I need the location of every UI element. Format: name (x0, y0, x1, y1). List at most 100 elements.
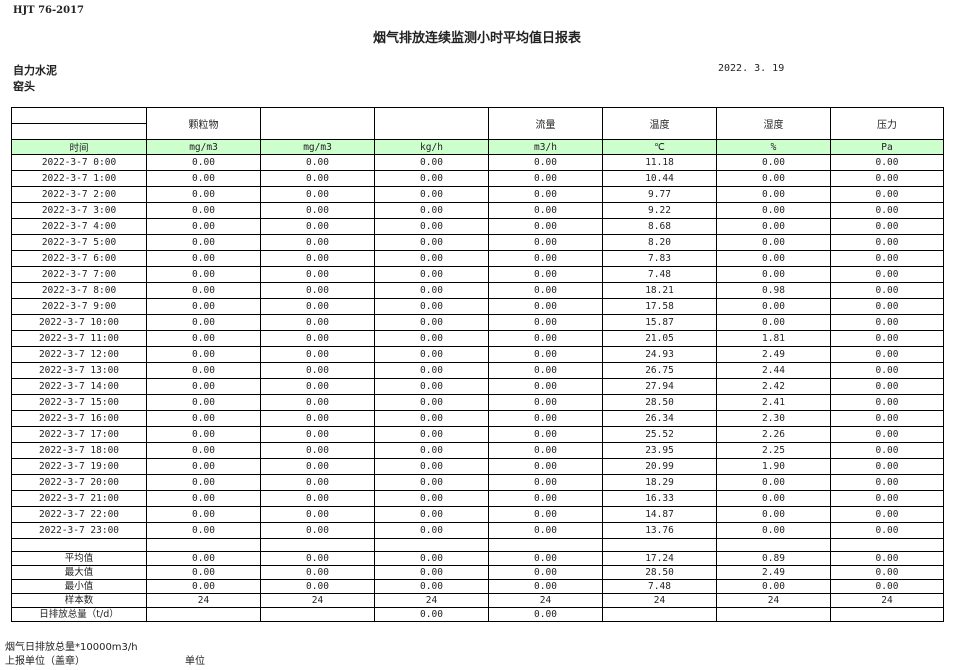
value-cell: 0.00 (260, 551, 375, 566)
value-cell: 0.00 (374, 607, 489, 622)
row-label: 2022-3-7 17:00 (11, 426, 147, 443)
value-cell: 0.00 (260, 394, 375, 411)
stat-row: 样本数 24 24 24 24 24 24 24 (11, 593, 944, 608)
value-cell: 0.00 (374, 218, 489, 235)
table-row: 2022-3-7 17:00 0.00 0.00 0.00 0.00 25.52 2.26 0… (11, 426, 944, 443)
column-header (260, 107, 375, 140)
value-cell: 0.00 (260, 579, 375, 594)
value-cell: 0.00 (374, 234, 489, 251)
value-cell: 0.00 (146, 394, 261, 411)
value-cell: 0.00 (374, 506, 489, 523)
row-label: 2022-3-7 15:00 (11, 394, 147, 411)
value-cell: 0.00 (146, 551, 261, 566)
value-cell: 0.00 (374, 330, 489, 347)
value-cell: 0.00 (830, 362, 944, 379)
value-cell: 0.00 (488, 362, 603, 379)
report-table: 颗粒物 流量 温度 湿度 压力 时间 mg/m3 mg/m3 kg/h m3/h… (11, 107, 944, 622)
value-cell: 0.00 (488, 474, 603, 491)
value-cell: 0.00 (488, 410, 603, 427)
value-cell: 0.00 (374, 362, 489, 379)
row-label: 日排放总量（t/d） (11, 607, 147, 622)
value-cell: 0.00 (146, 410, 261, 427)
value-cell: 24 (146, 593, 261, 608)
value-cell: 2.30 (716, 410, 831, 427)
value-cell: 0.00 (830, 565, 944, 580)
value-cell: 0.00 (716, 250, 831, 267)
value-cell (488, 538, 603, 552)
column-header: 湿度 (716, 107, 831, 140)
value-cell: 0.00 (146, 234, 261, 251)
value-cell: 24 (716, 593, 831, 608)
value-cell: 26.34 (602, 410, 717, 427)
value-cell: 0.00 (260, 314, 375, 331)
value-cell: 0.00 (146, 506, 261, 523)
value-cell: 0.00 (488, 202, 603, 219)
value-cell: 0.00 (716, 234, 831, 251)
value-cell: 0.00 (260, 154, 375, 171)
value-cell: 0.00 (716, 218, 831, 235)
table-row: 2022-3-7 21:00 0.00 0.00 0.00 0.00 16.33 0.00 0… (11, 490, 944, 507)
row-label: 2022-3-7 5:00 (11, 234, 147, 251)
value-cell: 24 (830, 593, 944, 608)
value-cell: 0.00 (488, 266, 603, 283)
value-cell: 21.05 (602, 330, 717, 347)
stat-row: 平均值 0.00 0.00 0.00 0.00 17.24 0.89 0.00 (11, 551, 944, 566)
table-row: 2022-3-7 19:00 0.00 0.00 0.00 0.00 20.99 1.90 0… (11, 458, 944, 475)
value-cell: 14.87 (602, 506, 717, 523)
value-cell: 0.00 (374, 314, 489, 331)
value-cell: 0.00 (830, 410, 944, 427)
value-cell: 0.00 (260, 234, 375, 251)
table-row: 2022-3-7 2:00 0.00 0.00 0.00 0.00 9.77 0.00 0.0… (11, 186, 944, 203)
row-label: 2022-3-7 10:00 (11, 314, 147, 331)
unit-cell: kg/h (374, 139, 489, 155)
value-cell: 20.99 (602, 458, 717, 475)
value-cell: 0.00 (374, 458, 489, 475)
value-cell: 28.50 (602, 565, 717, 580)
value-cell: 0.00 (830, 426, 944, 443)
value-cell: 0.00 (146, 202, 261, 219)
value-cell: 0.00 (260, 170, 375, 187)
row-label: 2022-3-7 1:00 (11, 170, 147, 187)
value-cell: 0.00 (146, 330, 261, 347)
value-cell: 0.00 (830, 346, 944, 363)
value-cell (602, 538, 717, 552)
column-header (374, 107, 489, 140)
value-cell: 0.00 (374, 378, 489, 395)
row-label: 2022-3-7 0:00 (11, 154, 147, 171)
blank-row (11, 538, 944, 552)
value-cell: 25.52 (602, 426, 717, 443)
value-cell: 0.00 (716, 490, 831, 507)
site-name: 窑头 (13, 80, 35, 93)
row-label: 2022-3-7 22:00 (11, 506, 147, 523)
value-cell: 0.00 (716, 154, 831, 171)
value-cell: 0.00 (260, 442, 375, 459)
value-cell: 0.00 (488, 250, 603, 267)
value-cell: 0.00 (830, 506, 944, 523)
value-cell: 13.76 (602, 522, 717, 539)
header-corner-top (11, 107, 147, 124)
value-cell: 0.00 (488, 506, 603, 523)
value-cell: 7.48 (602, 266, 717, 283)
value-cell: 0.00 (146, 282, 261, 299)
value-cell: 0.00 (146, 298, 261, 315)
column-header: 压力 (830, 107, 944, 140)
value-cell: 0.00 (260, 266, 375, 283)
value-cell: 0.00 (488, 565, 603, 580)
value-cell: 0.00 (260, 426, 375, 443)
stat-row: 最小值 0.00 0.00 0.00 0.00 7.48 0.00 0.00 (11, 579, 944, 594)
table-row: 2022-3-7 1:00 0.00 0.00 0.00 0.00 10.44 0.00 0.… (11, 170, 944, 187)
value-cell: 0.00 (260, 282, 375, 299)
value-cell: 0.89 (716, 551, 831, 566)
value-cell: 2.49 (716, 346, 831, 363)
row-label: 2022-3-7 2:00 (11, 186, 147, 203)
value-cell: 0.00 (146, 362, 261, 379)
value-cell: 0.00 (374, 474, 489, 491)
value-cell: 0.00 (830, 234, 944, 251)
value-cell: 0.00 (716, 314, 831, 331)
value-cell: 15.87 (602, 314, 717, 331)
value-cell: 0.00 (716, 298, 831, 315)
table-row: 2022-3-7 15:00 0.00 0.00 0.00 0.00 28.50 2.41 0… (11, 394, 944, 411)
value-cell: 0.00 (146, 346, 261, 363)
value-cell: 0.00 (488, 346, 603, 363)
row-label: 2022-3-7 18:00 (11, 442, 147, 459)
